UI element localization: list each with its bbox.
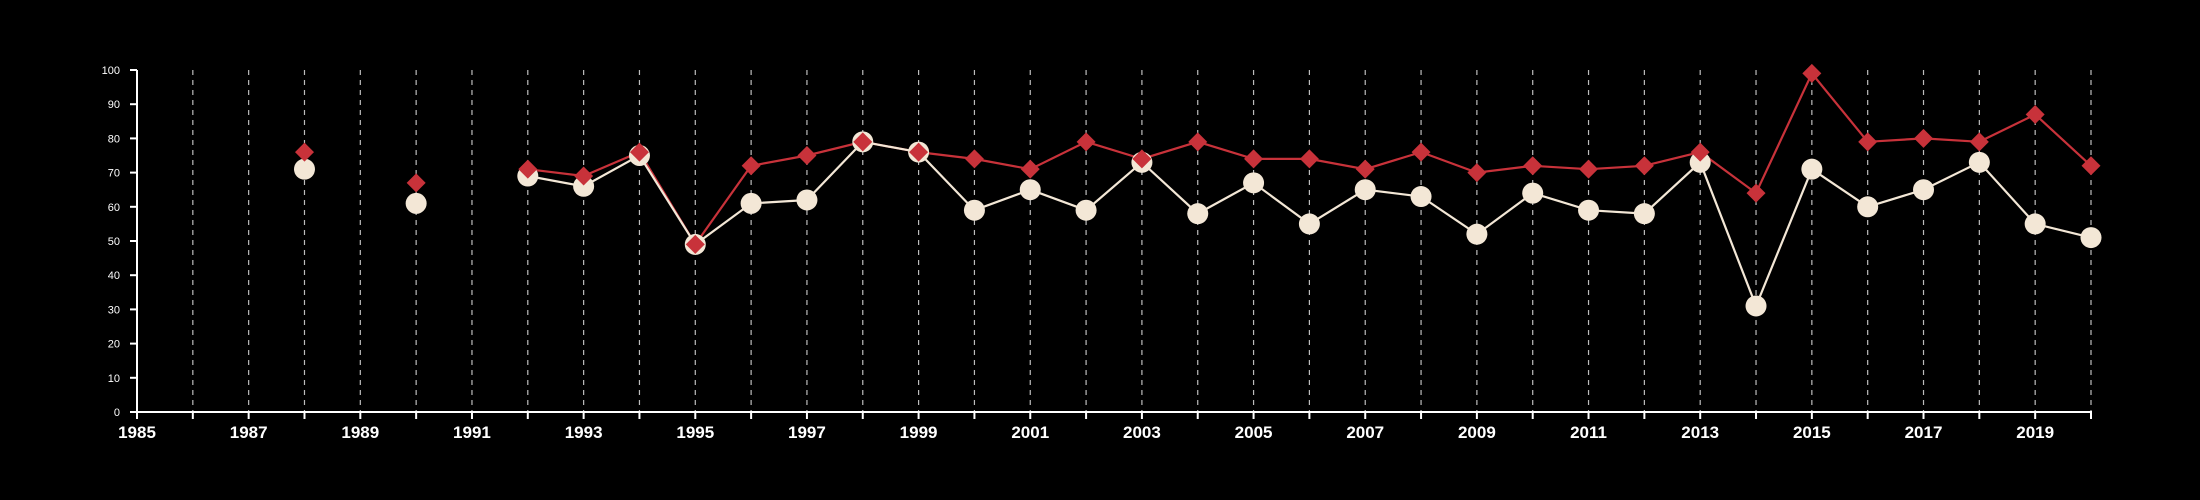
x-tick-label-2013: 2013 — [1681, 423, 1719, 442]
x-tick-label-2009: 2009 — [1458, 423, 1496, 442]
diamond-point-2004 — [1188, 132, 1208, 152]
x-tick-label-2017: 2017 — [1905, 423, 1943, 442]
diamond-point-1990 — [406, 173, 426, 193]
diamond-point-2013 — [1690, 142, 1710, 162]
circle-point-1990 — [405, 192, 427, 214]
circle-point-2019 — [2024, 213, 2046, 235]
x-tick-label-2007: 2007 — [1346, 423, 1384, 442]
circle-point-2018 — [1968, 151, 1990, 173]
circle-point-2016 — [1857, 196, 1879, 218]
circle-point-2011 — [1578, 199, 1600, 221]
series-layer — [293, 63, 2102, 317]
diamond-point-2018 — [1969, 132, 1989, 152]
diamond-point-1998 — [853, 132, 873, 152]
circle-point-1993 — [573, 175, 595, 197]
circle-point-2000 — [963, 199, 985, 221]
circle-point-2020 — [2080, 227, 2102, 249]
diamond-point-2002 — [1076, 132, 1096, 152]
grid-layer — [192, 70, 2092, 412]
x-tick-label-1999: 1999 — [900, 423, 938, 442]
x-tick-label-2003: 2003 — [1123, 423, 1161, 442]
y-tick-label-80: 80 — [108, 133, 120, 145]
diamond-point-2000 — [964, 149, 984, 169]
circle-point-2007 — [1354, 179, 1376, 201]
circle-point-1997 — [796, 189, 818, 211]
diamond-point-2006 — [1299, 149, 1319, 169]
diamond-point-1996 — [741, 156, 761, 176]
x-tick-label-1989: 1989 — [341, 423, 379, 442]
y-tick-label-70: 70 — [108, 168, 120, 180]
diamond-point-2011 — [1579, 159, 1599, 179]
diamond-point-2019 — [2025, 104, 2045, 124]
x-tick-label-1995: 1995 — [676, 423, 714, 442]
diamond-point-2020 — [2081, 156, 2101, 176]
circle-point-2012 — [1633, 203, 1655, 225]
y-tick-label-0: 0 — [114, 407, 120, 419]
circle-point-2015 — [1801, 158, 1823, 180]
diamond-point-2001 — [1020, 159, 1040, 179]
diamond-point-2014 — [1746, 183, 1766, 203]
y-tick-label-30: 30 — [108, 304, 120, 316]
x-tick-label-1985: 1985 — [118, 423, 156, 442]
circle-point-1988 — [293, 158, 315, 180]
x-tick-label-2019: 2019 — [2016, 423, 2054, 442]
diamond-point-2007 — [1355, 159, 1375, 179]
diamond-point-1995 — [685, 234, 705, 254]
circle-point-2013 — [1689, 151, 1711, 173]
diamond-point-1997 — [797, 146, 817, 165]
y-tick-label-40: 40 — [108, 270, 120, 282]
x-tick-label-1993: 1993 — [565, 423, 603, 442]
series-2-markers — [293, 131, 2102, 317]
diamond-point-2009 — [1467, 163, 1487, 183]
diamond-point-1988 — [294, 142, 314, 162]
x-tick-label-2015: 2015 — [1793, 423, 1831, 442]
circle-point-2006 — [1298, 213, 1320, 235]
diamond-point-1999 — [909, 142, 929, 162]
circle-point-2017 — [1913, 179, 1935, 201]
circle-point-2009 — [1466, 223, 1488, 245]
x-tick-label-2011: 2011 — [1570, 423, 1607, 442]
series-1-markers — [294, 63, 2101, 254]
y-tick-label-90: 90 — [108, 99, 120, 111]
diamond-point-2017 — [1914, 128, 1934, 148]
x-tick-label-1987: 1987 — [230, 423, 268, 442]
y-tick-label-10: 10 — [108, 373, 120, 385]
y-tick-label-20: 20 — [108, 339, 120, 351]
circle-point-1996 — [740, 192, 762, 214]
diamond-point-1992 — [518, 159, 538, 179]
axis-layer: 0 10 20 30 40 50 60 70 80 90 100 1985 1987 1989 1991 19… — [102, 65, 2092, 442]
circle-point-2005 — [1243, 172, 1265, 194]
y-tick-label-100: 100 — [102, 65, 120, 77]
x-tick-label-2001: 2001 — [1011, 423, 1049, 442]
diamond-point-1993 — [574, 166, 594, 186]
diamond-point-1994 — [629, 142, 649, 162]
diamond-point-2010 — [1523, 156, 1543, 176]
diamond-point-2016 — [1858, 132, 1878, 152]
x-tick-label-1997: 1997 — [788, 423, 826, 442]
circle-point-2010 — [1522, 182, 1544, 204]
diamond-point-2012 — [1634, 156, 1654, 176]
circle-point-2002 — [1075, 199, 1097, 221]
circle-point-2004 — [1187, 203, 1209, 225]
diamond-point-2005 — [1244, 149, 1264, 169]
diamond-point-2008 — [1411, 142, 1431, 162]
circle-point-2008 — [1410, 186, 1432, 208]
circle-point-2001 — [1019, 179, 1041, 201]
circle-point-2014 — [1745, 295, 1767, 317]
diamond-point-2015 — [1802, 63, 1822, 83]
x-tick-label-1991: 1991 — [453, 423, 491, 442]
diamond-point-2003 — [1132, 149, 1152, 169]
y-tick-label-50: 50 — [108, 236, 120, 248]
y-tick-label-60: 60 — [108, 202, 120, 214]
x-tick-label-2005: 2005 — [1235, 423, 1273, 442]
